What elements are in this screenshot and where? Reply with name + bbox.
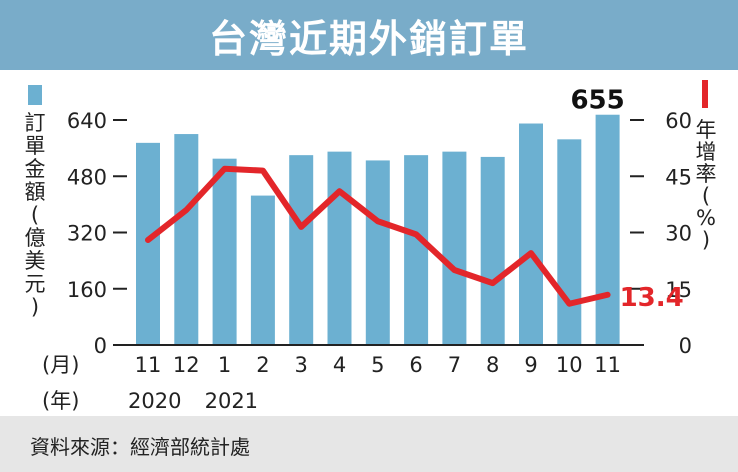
right-axis-title: 年增率(%) [696,118,717,252]
line-point-8 [451,267,457,273]
left-tick-label-640: 640 [67,109,107,133]
x-tick-label-7: 6 [409,353,422,377]
bar-4 [289,155,314,345]
bar-11 [557,139,582,345]
x-tick-label-12: 11 [594,353,621,377]
line-point-4 [298,224,304,230]
last-line-label: 13.4 [620,283,684,313]
bar-legend-swatch [28,85,42,105]
bar-1 [174,134,199,345]
bar-0 [136,142,160,345]
x-tick-label-10: 9 [524,353,537,377]
last-bar-label: 655 [570,86,624,116]
right-tick-label-60: 60 [665,109,692,133]
line-point-5 [337,188,342,194]
line-point-2 [222,166,228,172]
x-tick-label-6: 5 [371,353,384,377]
line-point-11 [566,301,572,307]
chart-title: 台灣近期外銷訂單 [208,16,529,61]
x-tick-label-3: 2 [256,353,269,377]
title-bar: 台灣近期外銷訂單 [0,0,738,70]
x-tick-label-1: 12 [173,353,200,377]
right-tick-label-15: 15 [665,278,692,302]
bar-2 [212,158,237,345]
chart-svg: 訂單金額(億美元) 年增率(%) 01603204806400153045601… [25,80,717,413]
bar-5 [327,151,352,345]
left-tick-label-320: 320 [67,222,107,246]
right-tick-label-0: 0 [679,334,692,358]
bar-9 [480,156,505,345]
left-tick-label-160: 160 [67,278,107,302]
year-label-2021: 2021 [205,389,258,413]
left-tick-label-0: 0 [94,334,107,358]
line-point-10 [528,250,534,256]
x-tick-label-2: 1 [218,353,231,377]
line-point-1 [183,207,189,213]
bar-8 [442,151,467,345]
year-label-2020: 2020 [128,389,181,413]
x-tick-label-4: 3 [295,353,308,377]
x-tick-label-8: 7 [448,353,461,377]
bar-12 [595,114,620,345]
bar-3 [250,195,275,345]
line-point-3 [260,168,266,174]
x-tick-label-9: 8 [486,353,499,377]
bar-7 [404,155,429,345]
bar-6 [365,160,390,345]
line-point-6 [375,218,381,224]
line-point-0 [145,237,151,243]
line-point-12 [605,292,611,298]
right-tick-label-30: 30 [665,222,692,246]
bar-10 [519,123,543,345]
left-tick-label-480: 480 [67,165,107,189]
x-tick-label-11: 10 [556,353,583,377]
right-tick-label-45: 45 [665,165,692,189]
line-point-7 [413,231,419,237]
month-axis-label: (月) [42,353,79,377]
left-axis-label: 訂單金額(億美元) [25,111,46,319]
x-tick-label-5: 4 [333,353,346,377]
line-point-9 [490,280,496,286]
right-axis-label: 年增率(%) [696,118,717,252]
x-tick-label-0: 11 [135,353,162,377]
year-axis-label: (年) [42,389,79,413]
footer: 資料來源：經濟部統計處 [0,416,738,472]
line-legend-swatch [702,80,708,108]
left-axis-title: 訂單金額(億美元) [25,111,46,319]
source-note: 資料來源：經濟部統計處 [30,435,250,459]
